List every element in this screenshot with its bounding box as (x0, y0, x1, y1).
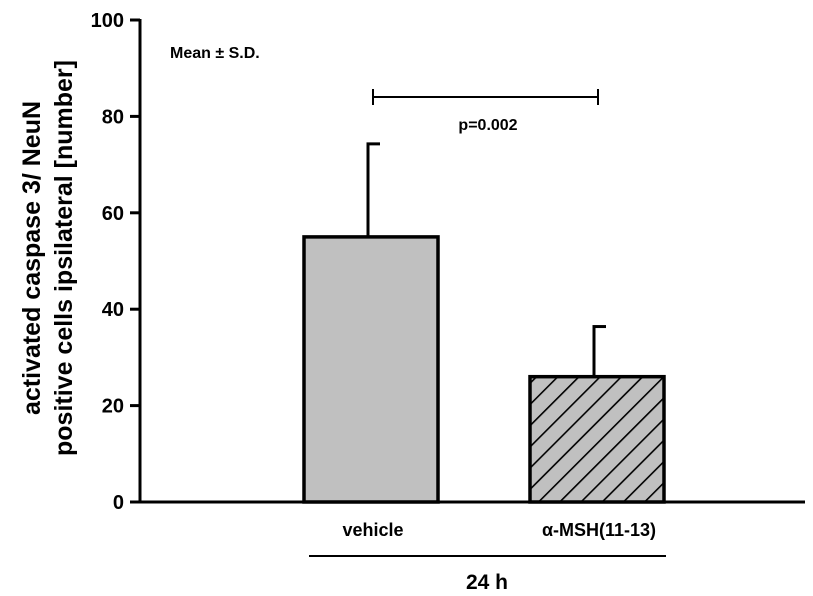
y-axis-label-line1: activated caspase 3/ NeuN (18, 101, 46, 415)
axes: 0 20 40 60 80 100 (91, 10, 805, 514)
y-tick-label: 100 (91, 10, 124, 32)
y-tick-label: 60 (102, 203, 124, 225)
y-axis-label-line2: positive cells ipsilateral [number] (50, 60, 78, 456)
y-tick-label: 0 (113, 492, 124, 514)
y-tick-label: 80 (102, 106, 124, 128)
bar-vehicle (302, 235, 440, 504)
y-tick-label: 40 (102, 299, 124, 321)
mean-sd-note: Mean ± S.D. (170, 45, 260, 62)
group-label: 24 h (466, 571, 508, 594)
bars-layer: vehicle α-MSH(11-13) (302, 142, 666, 540)
bar-alpha-msh (528, 374, 666, 504)
p-value-label: p=0.002 (458, 117, 517, 134)
category-label: α-MSH(11-13) (542, 520, 656, 540)
y-tick-label: 20 (102, 396, 124, 418)
annotations-layer: 24 h p=0.002 (309, 89, 666, 594)
category-label: vehicle (342, 520, 403, 540)
